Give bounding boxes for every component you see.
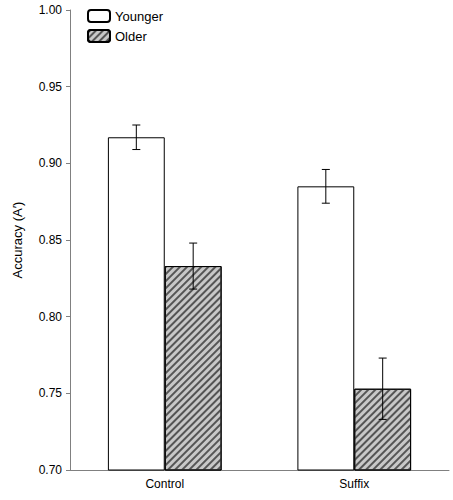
svg-text:0.75: 0.75 xyxy=(39,386,63,400)
svg-text:0.90: 0.90 xyxy=(39,156,63,170)
svg-text:0.80: 0.80 xyxy=(39,310,63,324)
svg-text:1.00: 1.00 xyxy=(39,3,63,17)
svg-text:0.85: 0.85 xyxy=(39,233,63,247)
svg-text:0.95: 0.95 xyxy=(39,80,63,94)
svg-text:Suffix: Suffix xyxy=(339,477,369,491)
svg-text:Younger: Younger xyxy=(115,9,164,24)
svg-text:Accuracy (A′): Accuracy (A′) xyxy=(10,202,25,279)
svg-text:Control: Control xyxy=(145,477,184,491)
svg-text:0.70: 0.70 xyxy=(39,463,63,477)
svg-text:Older: Older xyxy=(115,29,147,44)
